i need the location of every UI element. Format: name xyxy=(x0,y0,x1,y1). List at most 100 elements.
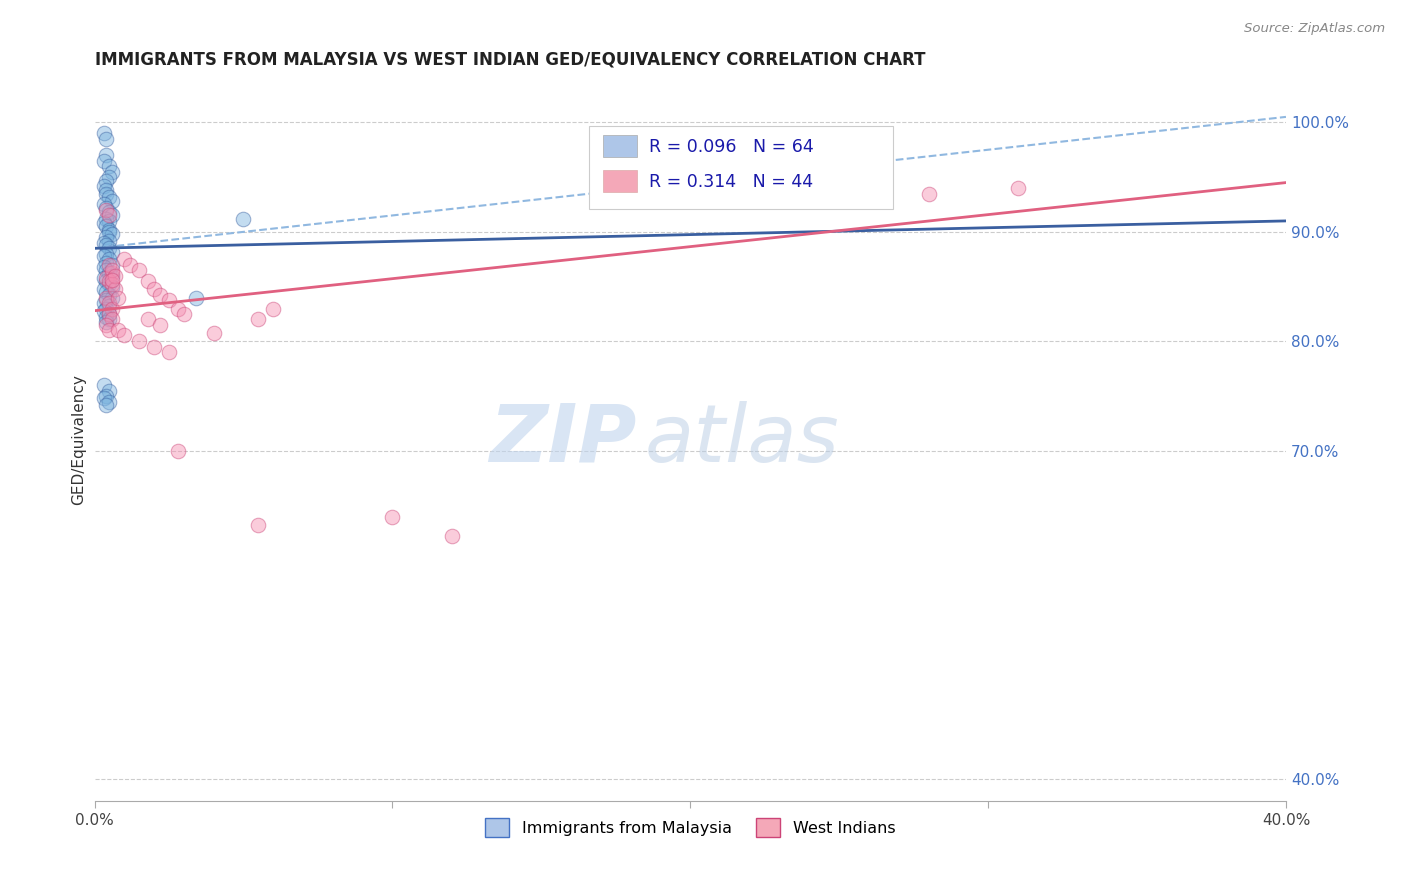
Point xyxy=(96,238,118,252)
Point xyxy=(143,340,166,354)
Point xyxy=(149,288,172,302)
Point xyxy=(98,190,121,204)
Point xyxy=(136,274,159,288)
Point xyxy=(167,443,190,458)
Text: IMMIGRANTS FROM MALAYSIA VS WEST INDIAN GED/EQUIVALENCY CORRELATION CHART: IMMIGRANTS FROM MALAYSIA VS WEST INDIAN … xyxy=(94,51,925,69)
Point xyxy=(96,291,118,305)
Point xyxy=(101,291,124,305)
Point xyxy=(167,301,190,316)
Point xyxy=(98,307,121,321)
Point xyxy=(98,205,121,219)
Point xyxy=(98,225,121,239)
Point xyxy=(93,126,115,140)
Point xyxy=(104,282,127,296)
Point xyxy=(93,270,115,285)
Point xyxy=(247,312,270,326)
Point xyxy=(93,178,115,193)
Point xyxy=(96,263,118,277)
Point xyxy=(96,211,118,226)
Point xyxy=(98,214,121,228)
Point xyxy=(262,301,284,316)
Point xyxy=(98,258,121,272)
Point xyxy=(96,183,118,197)
Point xyxy=(202,326,225,340)
Point xyxy=(93,303,115,318)
Point xyxy=(93,197,115,211)
Point xyxy=(98,384,121,398)
Text: atlas: atlas xyxy=(645,401,839,479)
Point xyxy=(93,296,115,310)
FancyBboxPatch shape xyxy=(603,169,637,192)
Point xyxy=(107,291,129,305)
Point xyxy=(247,518,270,533)
Point xyxy=(96,148,118,162)
Text: R = 0.314   N = 44: R = 0.314 N = 44 xyxy=(648,173,813,191)
Point xyxy=(96,174,118,188)
Point xyxy=(136,312,159,326)
Text: R = 0.096   N = 64: R = 0.096 N = 64 xyxy=(648,138,813,156)
Point xyxy=(98,159,121,173)
Point xyxy=(93,260,115,274)
Point xyxy=(917,186,939,201)
Point xyxy=(98,277,121,292)
Point xyxy=(98,296,121,310)
Point xyxy=(149,318,172,332)
Point xyxy=(98,252,121,267)
Point xyxy=(101,301,124,316)
Point xyxy=(96,186,118,201)
Point xyxy=(157,293,180,307)
FancyBboxPatch shape xyxy=(589,126,893,209)
Point xyxy=(96,301,118,316)
Point xyxy=(96,293,118,307)
Point xyxy=(96,389,118,403)
Point xyxy=(98,288,121,302)
Y-axis label: GED/Equivalency: GED/Equivalency xyxy=(72,375,86,506)
Point xyxy=(232,211,254,226)
Point xyxy=(93,153,115,168)
Point xyxy=(173,307,195,321)
Point xyxy=(101,263,124,277)
Point xyxy=(98,241,121,255)
Point xyxy=(96,270,118,285)
Point xyxy=(1007,181,1029,195)
Point xyxy=(101,209,124,223)
Point xyxy=(96,201,118,215)
Point xyxy=(96,132,118,146)
Point xyxy=(96,274,118,288)
Point xyxy=(101,279,124,293)
Point xyxy=(98,394,121,409)
Point xyxy=(93,216,115,230)
Point xyxy=(93,282,115,296)
Point xyxy=(104,268,127,283)
Point xyxy=(98,323,121,337)
Point xyxy=(93,235,115,250)
Point xyxy=(157,345,180,359)
Point xyxy=(440,529,463,543)
Point xyxy=(98,274,121,288)
Point xyxy=(93,249,115,263)
Point xyxy=(101,277,124,292)
Point xyxy=(98,312,121,326)
Text: ZIP: ZIP xyxy=(489,401,637,479)
Point xyxy=(98,222,121,236)
Point xyxy=(98,267,121,281)
Text: Source: ZipAtlas.com: Source: ZipAtlas.com xyxy=(1244,22,1385,36)
Point xyxy=(96,230,118,244)
Point xyxy=(96,255,118,269)
Point xyxy=(101,194,124,209)
Point xyxy=(101,164,124,178)
Point xyxy=(96,202,118,217)
Point xyxy=(98,307,121,321)
Point xyxy=(96,285,118,299)
Point xyxy=(98,170,121,185)
Point xyxy=(93,392,115,406)
Point xyxy=(96,318,118,332)
Point xyxy=(96,398,118,412)
Point xyxy=(112,252,135,267)
Point xyxy=(128,263,150,277)
Point xyxy=(101,273,124,287)
Point xyxy=(96,219,118,234)
Point xyxy=(184,291,207,305)
Point xyxy=(101,268,124,283)
Point xyxy=(381,509,404,524)
